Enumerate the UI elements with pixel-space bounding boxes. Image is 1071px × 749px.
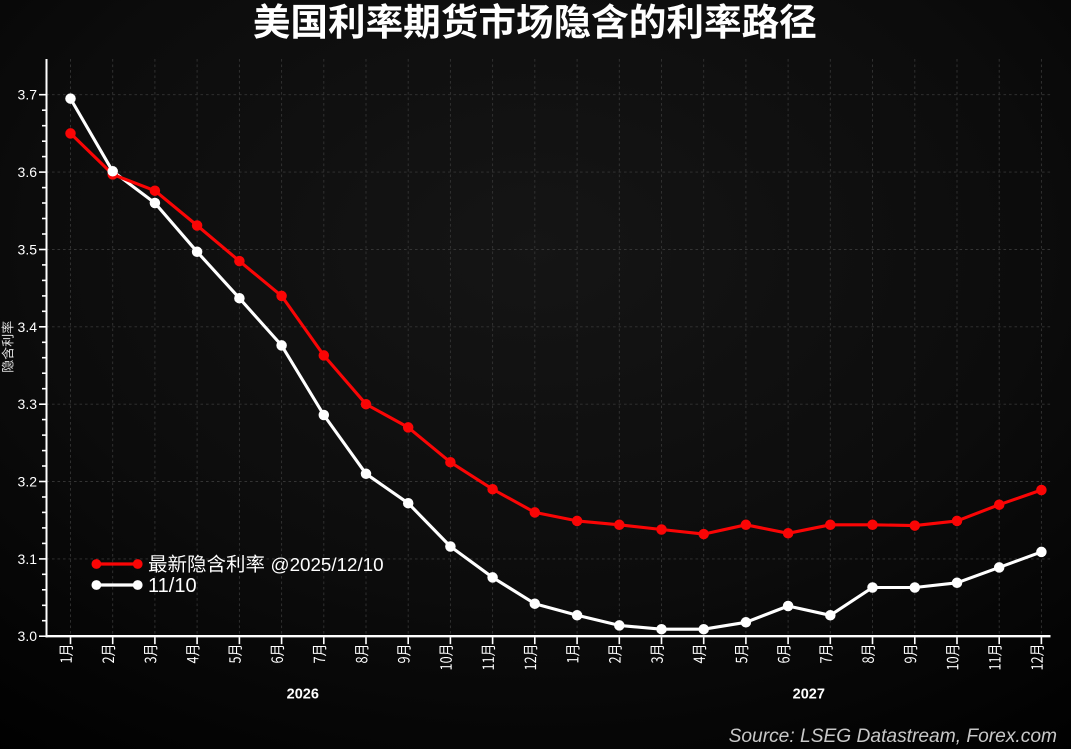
svg-text:3.4: 3.4 <box>18 319 38 335</box>
svg-text:3.6: 3.6 <box>18 164 38 180</box>
svg-text:3.5: 3.5 <box>18 242 38 258</box>
svg-text:3.2: 3.2 <box>18 474 38 490</box>
svg-text:Source: LSEG Datastream, Forex: Source: LSEG Datastream, Forex.com <box>729 726 1057 747</box>
svg-text:11/10: 11/10 <box>148 575 197 597</box>
svg-text:3.7: 3.7 <box>18 87 38 103</box>
svg-text:3.1: 3.1 <box>18 551 38 567</box>
svg-text:3.3: 3.3 <box>18 396 38 412</box>
svg-text:2026: 2026 <box>287 687 319 703</box>
svg-text:3.0: 3.0 <box>18 628 38 644</box>
svg-text:@2025/12/10: @2025/12/10 <box>271 554 384 575</box>
svg-text:2027: 2027 <box>793 687 825 703</box>
